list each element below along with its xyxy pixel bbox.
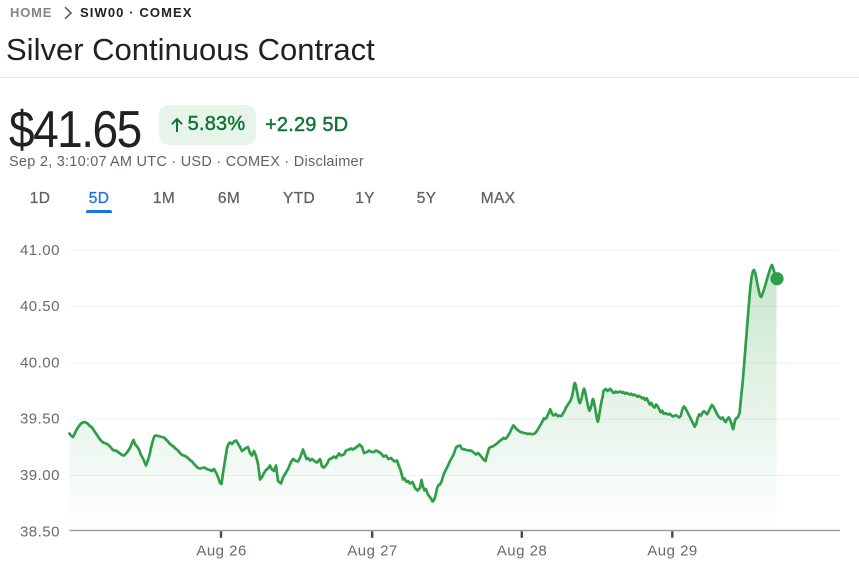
svg-text:Aug 26: Aug 26 — [196, 543, 247, 560]
svg-text:Aug 29: Aug 29 — [647, 543, 698, 560]
svg-text:Aug 27: Aug 27 — [347, 543, 398, 560]
svg-text:38.50: 38.50 — [20, 523, 60, 540]
svg-text:40.50: 40.50 — [20, 298, 60, 315]
svg-text:41.00: 41.00 — [20, 242, 60, 259]
svg-text:Aug 28: Aug 28 — [497, 543, 548, 560]
svg-text:40.00: 40.00 — [20, 354, 60, 371]
svg-text:39.00: 39.00 — [20, 467, 60, 484]
svg-text:39.50: 39.50 — [20, 411, 60, 428]
